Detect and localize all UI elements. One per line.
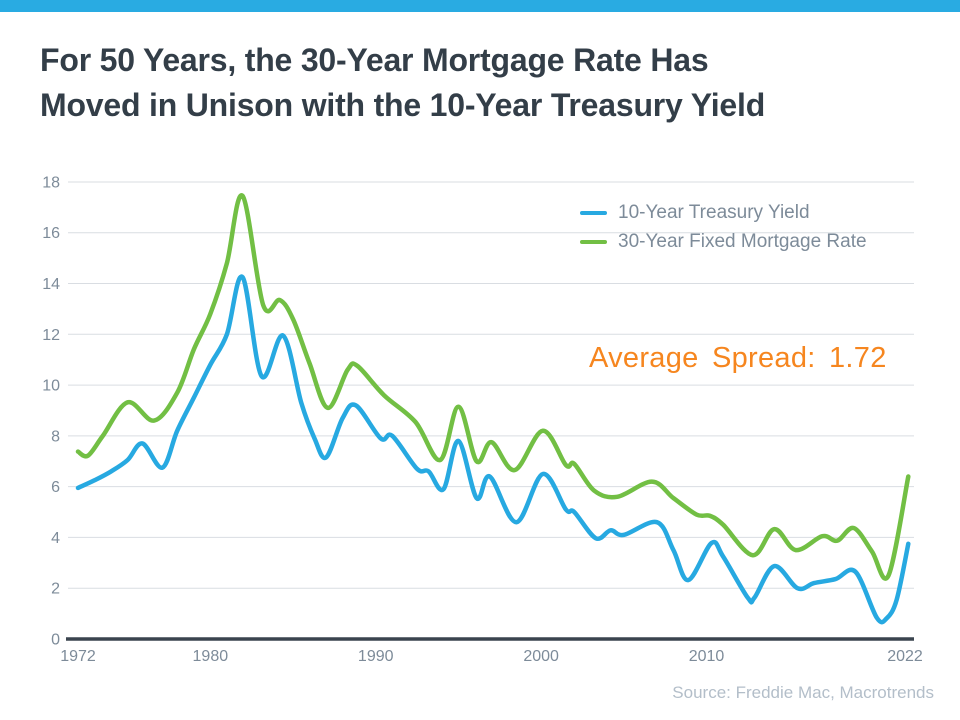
y-tick-label: 18 — [42, 174, 60, 191]
y-tick-label: 14 — [42, 276, 60, 293]
page-title: For 50 Years, the 30-Year Mortgage Rate … — [40, 38, 765, 128]
x-tick-label: 1980 — [193, 648, 229, 665]
legend-item-mortgage: 30-Year Fixed Mortgage Rate — [580, 227, 867, 256]
title-line-2: Moved in Unison with the 10-Year Treasur… — [40, 87, 766, 123]
legend-item-treasury: 10-Year Treasury Yield — [580, 198, 867, 227]
source-attribution: Source: Freddie Mac, Macrotrends — [672, 683, 934, 702]
x-tick-label: 1972 — [60, 648, 96, 665]
treasury-yield-line — [75, 274, 911, 625]
mortgage-line-swatch — [580, 239, 607, 244]
accent-bar — [0, 0, 960, 12]
treasury-line-swatch — [580, 210, 607, 215]
y-tick-label: 10 — [42, 378, 60, 395]
legend-label-mortgage: 30-Year Fixed Mortgage Rate — [618, 230, 867, 252]
x-tick-label: 1990 — [358, 648, 394, 665]
y-tick-label: 2 — [51, 581, 60, 598]
y-tick-label: 16 — [42, 225, 60, 242]
x-tick-label: 2010 — [689, 648, 725, 665]
y-tick-label: 4 — [51, 530, 60, 547]
chart-legend: 10-Year Treasury Yield 30-Year Fixed Mor… — [580, 198, 867, 256]
title-line-1: For 50 Years, the 30-Year Mortgage Rate … — [40, 42, 709, 78]
mortgage-rate-line — [75, 193, 911, 581]
y-tick-label: 6 — [51, 479, 60, 496]
y-tick-label: 8 — [51, 428, 60, 445]
x-tick-label: 2000 — [523, 648, 559, 665]
x-tick-label: 2022 — [887, 648, 923, 665]
average-spread-annotation: Average Spread: 1.72 — [589, 342, 887, 374]
legend-label-treasury: 10-Year Treasury Yield — [618, 201, 810, 223]
y-tick-label: 0 — [51, 632, 60, 649]
y-tick-label: 12 — [42, 327, 60, 344]
